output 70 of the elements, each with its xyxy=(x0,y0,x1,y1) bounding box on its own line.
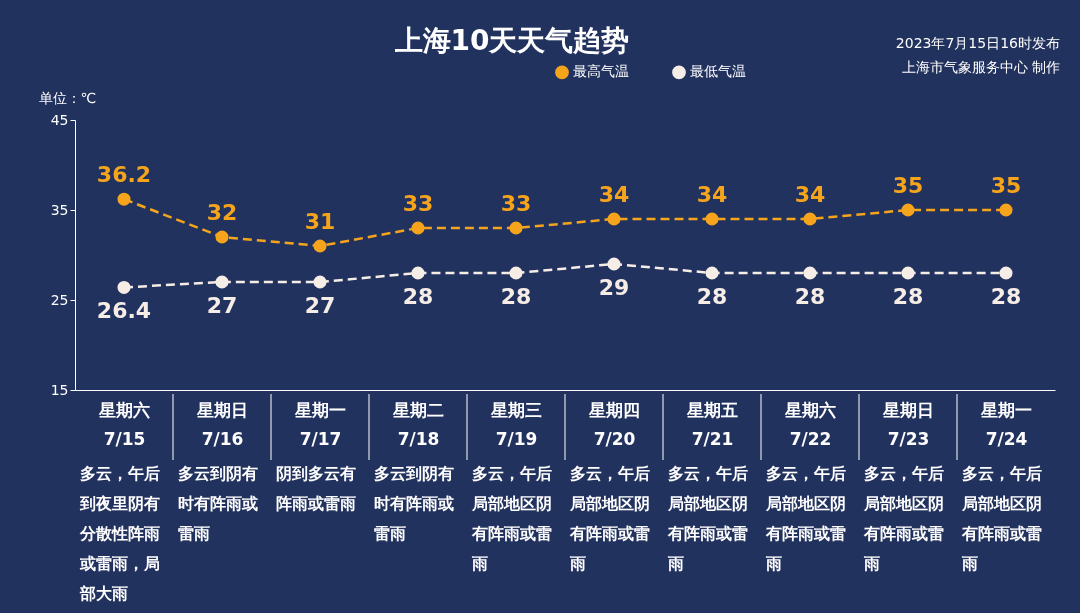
point xyxy=(901,266,915,280)
data-label: 36.2 xyxy=(96,162,152,188)
point xyxy=(803,212,817,226)
data-label: 28 xyxy=(990,284,1022,309)
x-tick-label: 星期日 7/16 xyxy=(196,399,248,449)
y-tick-label: 35 xyxy=(50,201,69,218)
point xyxy=(509,266,523,280)
point xyxy=(901,203,915,217)
point xyxy=(313,239,327,253)
data-label: 28 xyxy=(892,284,924,309)
legend-label: 最高气温 xyxy=(573,63,629,80)
text: 多云，午后到夜里阴有分散性阵雨或雷雨，局部大雨 xyxy=(79,464,160,603)
text: 多云，午后局部地区阴有阵雨或雷雨 xyxy=(863,464,944,573)
point xyxy=(705,266,719,280)
data-label: 32 xyxy=(206,200,238,225)
legend-label: 最低气温 xyxy=(690,63,746,80)
x-tick-label: 星期二 7/18 xyxy=(392,399,444,449)
point xyxy=(607,257,621,271)
text: 多云，午后局部地区阴有阵雨或雷雨 xyxy=(765,464,846,573)
data-label: 31 xyxy=(304,209,336,234)
chart-title: 上海10天天气趋势 xyxy=(393,24,630,57)
data-label: 29 xyxy=(598,275,630,300)
text: 多云，午后局部地区阴有阵雨或雷雨 xyxy=(961,464,1042,573)
text: 2023年7月15日16时发布 xyxy=(895,35,1060,51)
text: 多云到阴有时有阵雨或雷雨 xyxy=(178,464,258,543)
text: 多云，午后局部地区阴有阵雨或雷雨 xyxy=(569,464,650,573)
y-tick-label: 25 xyxy=(50,291,69,308)
data-label: 34 xyxy=(696,182,728,207)
x-tick-label: 星期五 7/21 xyxy=(686,399,738,449)
data-label: 35 xyxy=(892,173,924,198)
data-label: 35 xyxy=(990,173,1022,198)
y-tick-label: 15 xyxy=(50,381,69,398)
point xyxy=(117,280,131,294)
point xyxy=(999,203,1013,217)
text: 阴到多云有阵雨或雷雨 xyxy=(276,464,356,513)
point xyxy=(999,266,1013,280)
data-label: 33 xyxy=(500,191,532,216)
point xyxy=(411,221,425,235)
x-tick-label: 星期三 7/19 xyxy=(490,399,542,449)
text: 多云，午后局部地区阴有阵雨或雷雨 xyxy=(471,464,552,573)
x-tick-label: 星期一 7/17 xyxy=(294,399,346,449)
point xyxy=(607,212,621,226)
x-tick-label: 星期六 7/15 xyxy=(98,399,150,449)
data-label: 34 xyxy=(598,182,630,207)
point xyxy=(509,221,523,235)
data-label: 28 xyxy=(794,284,826,309)
point xyxy=(117,192,131,206)
x-tick-label: 星期日 7/23 xyxy=(882,399,934,449)
data-label: 28 xyxy=(696,284,728,309)
point xyxy=(803,266,817,280)
data-label: 33 xyxy=(402,191,434,216)
y-tick-label: 45 xyxy=(50,111,69,128)
x-tick-label: 星期四 7/20 xyxy=(588,399,640,449)
x-tick-label: 星期六 7/22 xyxy=(784,399,836,449)
text: 上海市气象服务中心 制作 xyxy=(901,59,1060,75)
point xyxy=(215,275,229,289)
point xyxy=(313,275,327,289)
data-label: 34 xyxy=(794,182,826,207)
data-label: 28 xyxy=(402,284,434,309)
point xyxy=(215,230,229,244)
text: 多云，午后局部地区阴有阵雨或雷雨 xyxy=(667,464,748,573)
data-label: 27 xyxy=(304,293,336,318)
text: 多云到阴有时有阵雨或雷雨 xyxy=(374,464,454,543)
point xyxy=(705,212,719,226)
data-label: 26.4 xyxy=(96,298,152,324)
data-label: 28 xyxy=(500,284,532,309)
y-axis-title: 单位：℃ xyxy=(38,89,97,106)
x-tick-label: 星期一 7/24 xyxy=(980,399,1032,449)
data-label: 27 xyxy=(206,293,238,318)
point xyxy=(411,266,425,280)
